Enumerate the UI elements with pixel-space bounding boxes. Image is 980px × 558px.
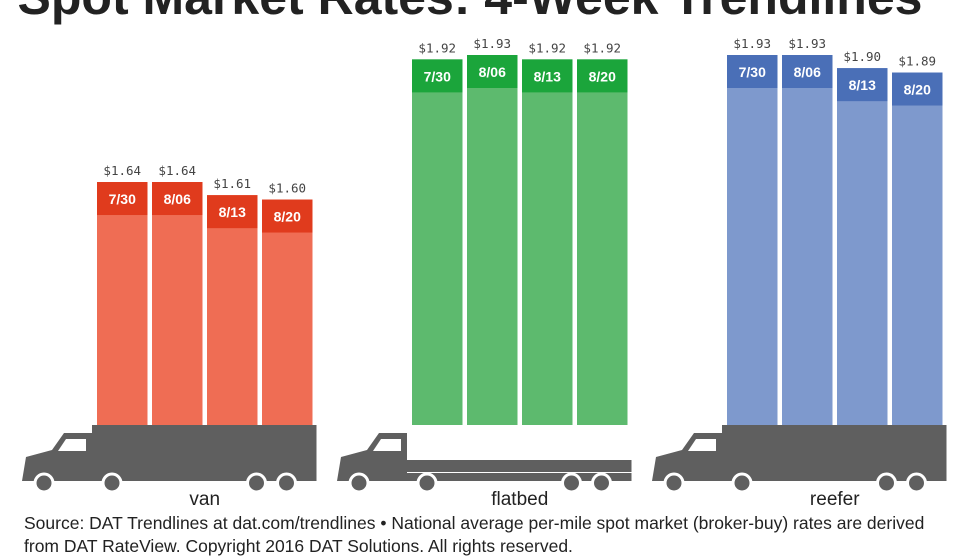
value-label: $1.90 bbox=[843, 49, 881, 64]
wheel bbox=[906, 472, 927, 494]
bar bbox=[892, 72, 943, 426]
bar-date-band bbox=[577, 59, 628, 93]
bar-date-label: 8/06 bbox=[479, 64, 506, 80]
bar-date-label: 8/13 bbox=[534, 68, 561, 84]
bar bbox=[522, 59, 573, 425]
bar bbox=[837, 68, 888, 425]
wheel bbox=[561, 472, 582, 494]
source-note: Source: DAT Trendlines at dat.com/trendl… bbox=[24, 513, 925, 556]
value-label: $1.92 bbox=[418, 40, 456, 55]
bar-date-label: 8/06 bbox=[164, 191, 191, 207]
value-label: $1.89 bbox=[898, 54, 936, 69]
value-label: $1.92 bbox=[583, 40, 621, 55]
bar bbox=[412, 59, 463, 425]
bar-date-label: 7/30 bbox=[739, 64, 766, 80]
bar-date-label: 7/30 bbox=[109, 191, 136, 207]
trailer bbox=[92, 425, 317, 478]
bar-date-band bbox=[262, 199, 313, 233]
wheel bbox=[246, 472, 267, 494]
bar-date-band bbox=[152, 182, 203, 216]
bar-date-label: 8/20 bbox=[274, 209, 301, 225]
bar-date-label: 8/20 bbox=[589, 68, 616, 84]
bar bbox=[782, 55, 833, 425]
value-label: $1.92 bbox=[528, 40, 566, 55]
trailer bbox=[407, 460, 632, 472]
bar-date-band bbox=[207, 195, 258, 229]
value-label: $1.60 bbox=[268, 181, 306, 196]
bar-date-band bbox=[522, 59, 573, 93]
bar-date-label: 7/30 bbox=[424, 68, 451, 84]
bar bbox=[577, 59, 628, 425]
wheel bbox=[731, 472, 753, 494]
wheel bbox=[348, 472, 370, 494]
bar-date-band bbox=[412, 59, 463, 93]
bar-date-label: 8/06 bbox=[794, 64, 821, 80]
cab-window bbox=[58, 439, 86, 451]
wheel bbox=[33, 472, 55, 494]
value-label: $1.64 bbox=[103, 163, 141, 178]
group-label: reefer bbox=[810, 489, 860, 510]
value-label: $1.93 bbox=[788, 36, 826, 51]
bar bbox=[262, 199, 313, 425]
value-label: $1.64 bbox=[158, 163, 196, 178]
bar-date-label: 8/20 bbox=[904, 82, 931, 98]
wheel bbox=[663, 472, 685, 494]
wheel bbox=[876, 472, 897, 494]
bar-date-band bbox=[892, 72, 943, 106]
wheel bbox=[101, 472, 123, 494]
bar-date-band bbox=[97, 182, 148, 216]
bar bbox=[152, 182, 203, 425]
bar bbox=[207, 195, 258, 425]
value-label: $1.61 bbox=[213, 176, 251, 191]
bar-date-band bbox=[782, 55, 833, 88]
bar-date-band bbox=[727, 55, 778, 88]
cab-window bbox=[373, 439, 401, 451]
wheel bbox=[591, 472, 612, 494]
wheel bbox=[416, 472, 438, 494]
value-label: $1.93 bbox=[733, 36, 771, 51]
bar-date-label: 8/13 bbox=[849, 77, 876, 93]
trailer bbox=[722, 425, 947, 478]
bar bbox=[97, 182, 148, 425]
bar bbox=[727, 55, 778, 425]
chart-title: Spot Market Rates: 4-Week Trendlines bbox=[18, 0, 923, 25]
bar-date-band bbox=[837, 68, 888, 102]
bar bbox=[467, 55, 518, 425]
value-label: $1.93 bbox=[473, 36, 511, 51]
wheel bbox=[276, 472, 297, 494]
bar-date-label: 8/13 bbox=[219, 204, 246, 220]
group-label: van bbox=[189, 489, 220, 510]
cab-window bbox=[688, 439, 716, 451]
bar-date-band bbox=[467, 55, 518, 88]
group-label: flatbed bbox=[491, 489, 548, 510]
